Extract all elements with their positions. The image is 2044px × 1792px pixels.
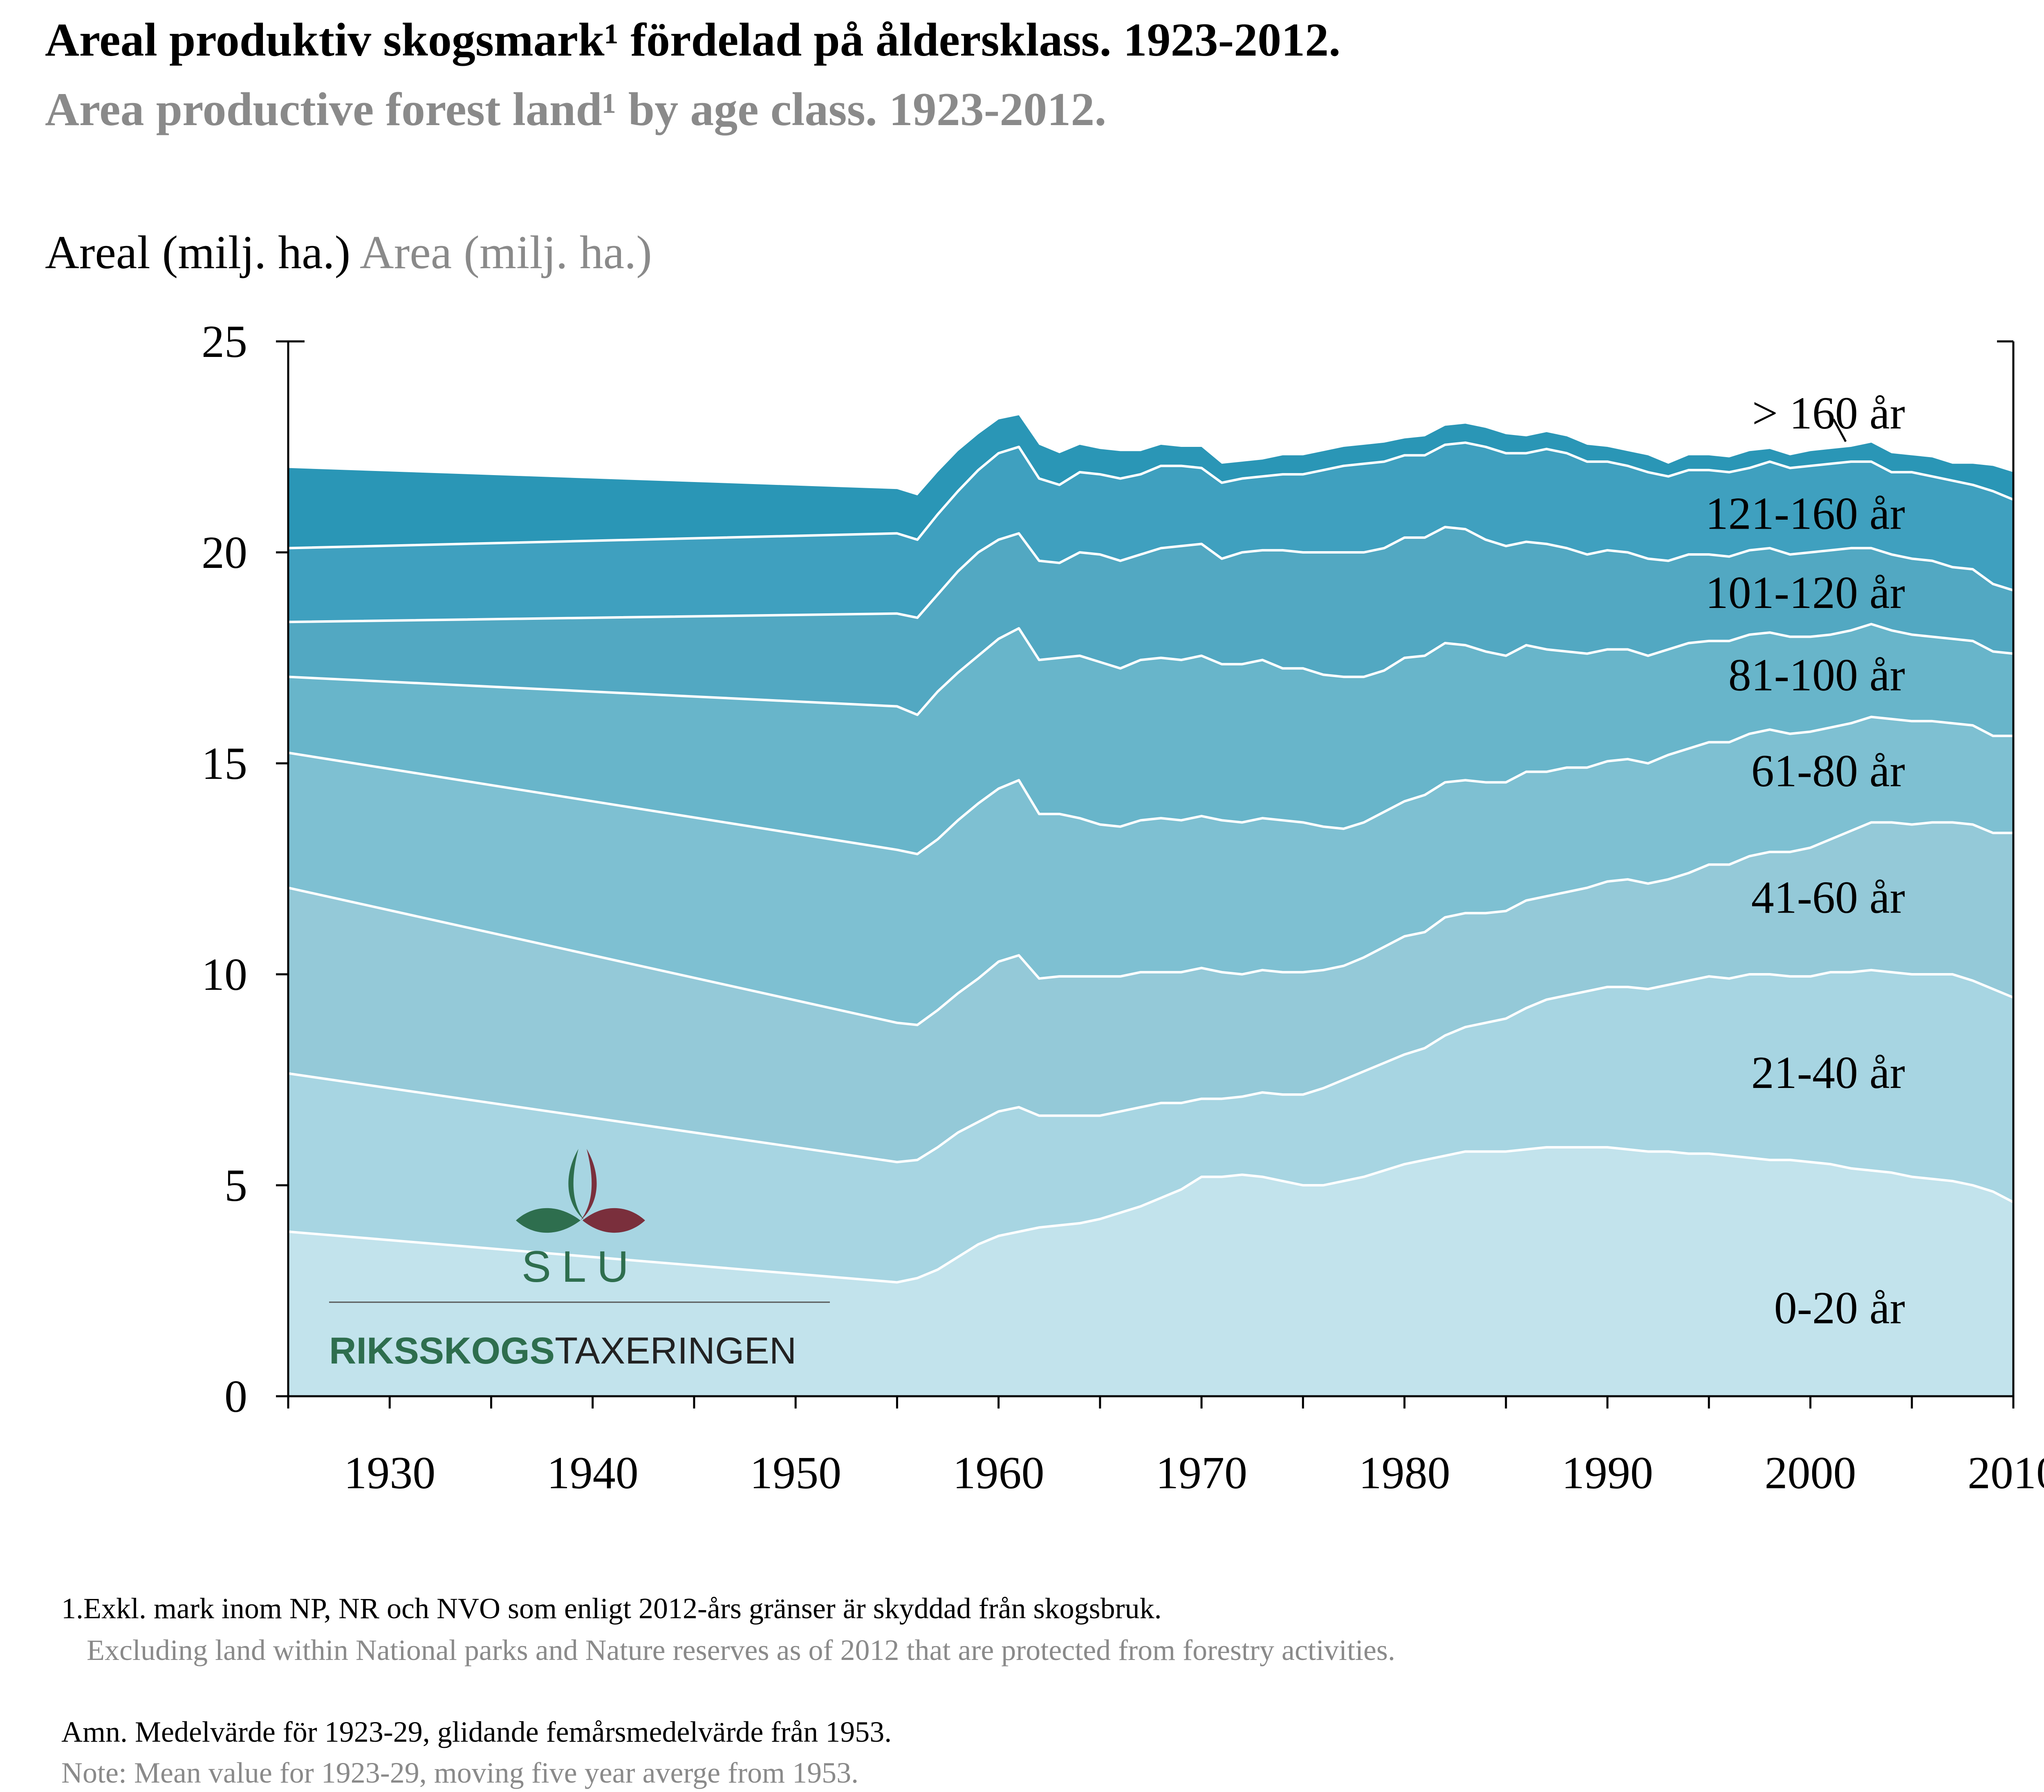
slu-leaf-right-icon <box>580 1149 597 1220</box>
footnote-sv: 1.Exkl. mark inom NP, NR och NVO som enl… <box>61 1592 1162 1625</box>
band-boundary-line-2 <box>288 821 2013 1026</box>
area-band-4 <box>288 624 2013 854</box>
y-axis-label-en: Area (milj. ha.) <box>359 227 652 279</box>
area-band-5 <box>288 527 2013 715</box>
band-label-6: 121-160 år <box>1706 489 1905 539</box>
band-label-2: 41-60 år <box>1751 872 1905 923</box>
band-label-3: 61-80 år <box>1751 746 1905 796</box>
band-boundary-line-1 <box>288 969 2014 1164</box>
note-sv: Amn. Medelvärde för 1923-29, glidande fe… <box>61 1716 892 1748</box>
y-tick-label: 15 <box>202 738 247 789</box>
band-boundary-line-4 <box>288 623 2014 716</box>
org-name-rest: TAXERINGEN <box>555 1330 796 1372</box>
area-band-1 <box>288 970 2013 1283</box>
riksskogstaxeringen-wordmark: RIKSSKOGSTAXERINGEN <box>329 1330 796 1372</box>
y-axis-label: Areal (milj. ha.) Area (milj. ha.) <box>45 229 652 276</box>
slu-wordmark: SLU <box>522 1242 639 1291</box>
band-boundary-line-6 <box>288 441 2014 549</box>
x-tick-label: 2000 <box>1765 1448 1856 1498</box>
slu-leaf-right-low-icon <box>583 1208 645 1233</box>
x-tick-label: 1930 <box>344 1448 435 1498</box>
slu-leaf-left-low-icon <box>516 1208 580 1233</box>
y-tick-label: 25 <box>202 316 247 367</box>
axes: 0 5 10 15 20 25 1930 1940 1950 1960 1970 1980 1990 20… <box>202 316 2044 1498</box>
y-tick-label: 5 <box>224 1160 247 1211</box>
area-band-0 <box>288 1147 2013 1396</box>
band-boundary-line-0 <box>288 1146 2014 1284</box>
footnote-en: Excluding land within National parks and… <box>87 1634 1395 1666</box>
area-band-6 <box>288 442 2013 622</box>
stacked-area-chart: 0 5 10 15 20 25 1930 1940 1950 1960 1970 1980 1990 20… <box>202 316 2044 1498</box>
y-axis-label-sv: Areal (milj. ha.) <box>45 227 351 279</box>
chart-title: Areal produktiv skogsmark¹ fördelad på å… <box>45 14 1341 66</box>
x-tick-label: 1980 <box>1359 1448 1450 1498</box>
band-label-1: 21-40 år <box>1751 1047 1905 1098</box>
x-tick-label: 1940 <box>547 1448 639 1498</box>
band-label-4: 81-100 år <box>1728 650 1905 700</box>
note-en: Note: Mean value for 1923-29, moving fiv… <box>61 1756 859 1789</box>
slu-leaf-left-icon <box>568 1149 585 1220</box>
band-labels: 0-20 år 21-40 år 41-60 år 61-80 år 81-100 år… <box>1706 388 1905 1333</box>
x-tick-label: 1950 <box>750 1448 841 1498</box>
area-band-7 <box>288 415 2013 548</box>
y-tick-label: 10 <box>202 949 247 1000</box>
area-band-3 <box>288 717 2013 1025</box>
area-band-2 <box>288 822 2013 1162</box>
band-label-7: > 160 år <box>1752 388 1905 439</box>
top-band-leader-line <box>1832 418 1847 442</box>
x-tick-label: 1960 <box>953 1448 1044 1498</box>
y-tick-label: 0 <box>224 1371 247 1422</box>
band-boundary-line-5 <box>288 526 2014 623</box>
band-boundaries <box>288 441 2014 1284</box>
org-name-bold: RIKSSKOGS <box>329 1330 555 1372</box>
chart-subtitle: Area productive forest land¹ by age clas… <box>45 83 1107 136</box>
area-bands <box>288 415 2013 1396</box>
x-tick-label: 1990 <box>1562 1448 1653 1498</box>
band-label-5: 101-120 år <box>1706 567 1905 618</box>
band-label-0: 0-20 år <box>1774 1283 1905 1333</box>
slu-logo: SLU RIKSSKOGSTAXERINGEN <box>329 1149 830 1372</box>
x-tick-label: 1970 <box>1156 1448 1247 1498</box>
band-boundary-line-3 <box>288 715 2013 855</box>
y-tick-label: 20 <box>202 527 247 578</box>
